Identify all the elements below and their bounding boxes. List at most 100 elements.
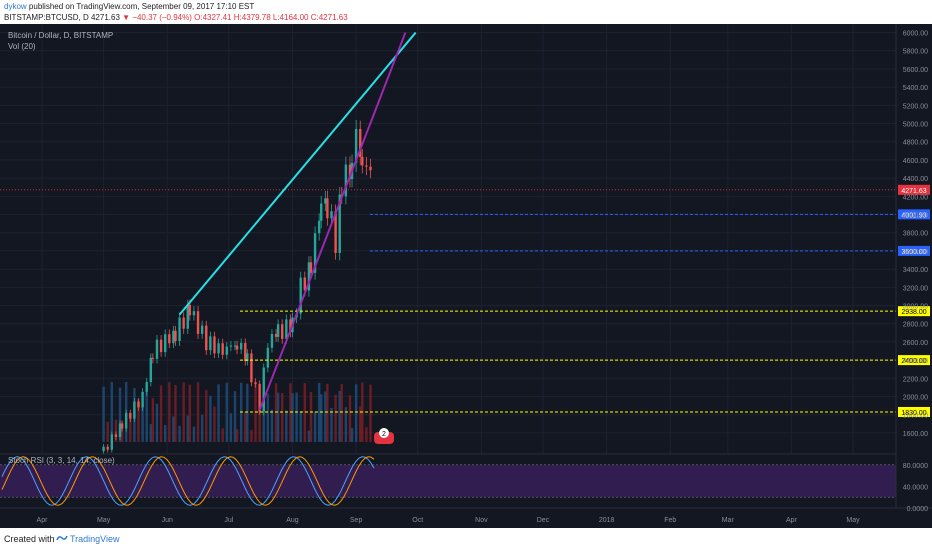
candle-body [235,345,239,350]
price-axis-label: 3800.00 [903,231,928,238]
chart-area[interactable]: 4001.93 3600.00 2938.00 2400.00 1830.00 4271.… [0,24,932,528]
price-axis-label: 5200.00 [903,103,928,110]
rsi-axis-label: 80.0000 [903,463,928,470]
volume-bar [192,426,196,442]
volume-bar [137,398,140,442]
level-price-text: 4001.93 [901,212,926,219]
volume-bar [324,391,327,442]
candle-body [221,343,224,355]
candle-body [320,203,323,221]
volume-bar [262,392,265,442]
candle-body [262,367,265,412]
candle-body [326,198,329,219]
candle-body [213,336,216,354]
candle-body [217,343,220,354]
comment-count: 2 [382,431,386,438]
price-chart-svg[interactable]: 4001.93 3600.00 2938.00 2400.00 1830.00 4271.… [0,24,932,528]
volume-bar [205,390,208,442]
volume-bar [276,392,280,442]
volume-bar [118,387,122,442]
price-axis-label: 3400.00 [903,267,928,274]
price-axis-label: 2600.00 [903,340,928,347]
volume-bar [217,384,220,442]
candle-body [344,164,348,197]
candle-body [118,423,122,437]
candle-body [163,334,167,353]
last-price-text: 4271.63 [901,188,926,195]
candle-body [205,325,208,351]
candle-body [182,317,185,329]
trendline-purple [258,32,407,411]
level-price-text: 2938.00 [901,309,926,316]
rsi-axis-label: 40.0000 [903,484,928,491]
candle-body [281,324,284,339]
price-axis-label: 5800.00 [903,49,928,56]
level-price-tag [898,355,930,366]
volume-bar [326,383,329,442]
price-axis-label: 5400.00 [903,85,928,92]
stoch-rsi-label: Stoch RSI (3, 3, 14, 14, close) [8,456,115,465]
trendline-cyan [178,31,417,316]
volume-bar [225,382,228,442]
candle-body [137,401,140,408]
comment-bubble-icon [379,428,389,438]
time-axis-label: Nov [475,517,488,524]
volume-bar [246,383,249,442]
candle-body [151,357,155,359]
volume-bar [172,416,175,442]
candle-body [141,391,144,408]
price-axis-label: 2400.00 [903,358,928,365]
candle-body [289,319,292,333]
price-axis-label: 3600.00 [903,249,928,256]
volume-bar [250,429,253,442]
candle-body [324,198,327,204]
tradingview-logo-icon [56,532,68,546]
candle-body [114,434,118,437]
candle-body [186,304,189,329]
tradingview-brand-link[interactable]: TradingView [70,534,120,544]
volume-bar [309,392,313,442]
volume-bar [163,424,167,442]
candle-body [266,347,270,368]
volume-bar [102,386,105,442]
volume-bar [129,418,132,442]
volume-bar [348,395,352,442]
volume-bar [159,385,163,442]
candle-body [155,339,159,359]
price-change: −40.37 (−0.94%) [132,13,192,22]
high-value: H:4379.78 [233,13,271,22]
volume-bar [258,411,261,442]
volume-bar [200,414,204,442]
candle-body [209,336,212,351]
rsi-k-line [1,456,375,506]
volume-bar [274,383,278,442]
level-price-tag [898,209,930,220]
candle-body [145,382,148,392]
price-axis-label: 5000.00 [903,122,928,129]
volume-bar [114,419,118,442]
candle-body [246,353,249,362]
time-axis-label: Jul [224,517,233,524]
publication-line: dykow published on TradingView.com, Sept… [4,2,254,11]
author-link[interactable]: dykow [4,2,27,11]
candle-body [188,304,192,316]
candle-body [168,334,171,344]
volume-bar [149,424,153,442]
price-axis-label: 2800.00 [903,322,928,329]
candle-body [225,346,228,355]
level-price-tag [898,406,930,417]
volume-bar [299,411,302,442]
candle-body [124,412,128,429]
volume-bar [350,428,354,442]
time-axis-label: Sep [350,517,363,524]
rsi-band [0,464,896,498]
candle-body [299,277,302,314]
volume-bar [233,391,237,442]
time-axis-label: Jun [162,517,173,524]
candle-body [250,353,253,383]
volume-bar [213,406,216,442]
volume-bar [338,391,341,442]
candle-body [200,325,204,334]
volume-bar [221,428,224,442]
candle-body [274,334,278,337]
